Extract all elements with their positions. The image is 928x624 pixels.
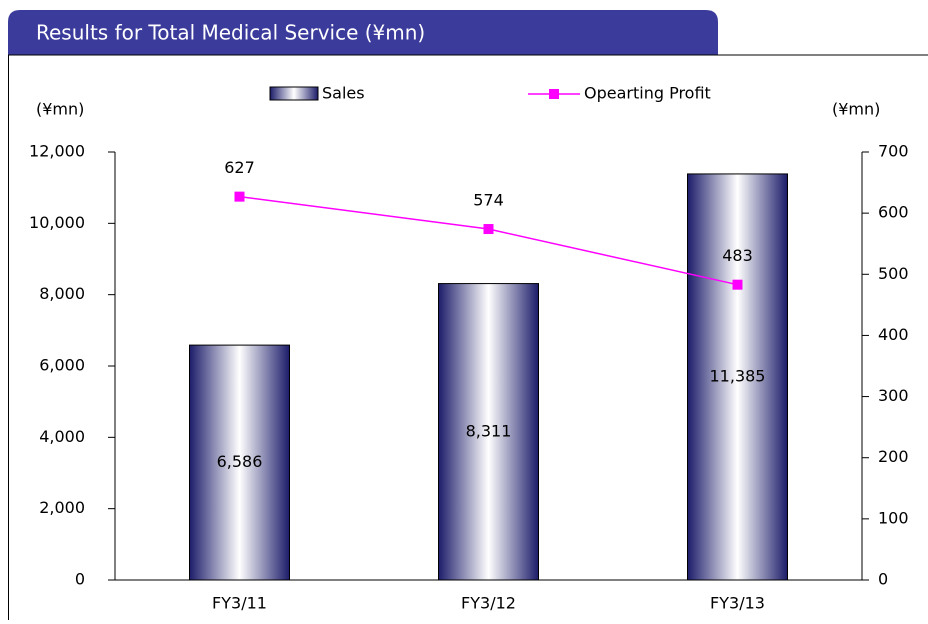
y-tick-label: 10,000 [29,213,85,232]
profit-marker [483,224,494,235]
x-tick-label: FY3/12 [461,594,516,613]
legend-label: Sales [322,84,365,103]
y2-tick-label: 700 [878,142,909,161]
y2-tick-label: 0 [878,570,888,589]
title-tab [8,10,718,55]
bar-value-label: 8,311 [466,421,512,440]
y2-tick-label: 400 [878,325,909,344]
x-tick-label: FY3/13 [710,594,765,613]
bar-value-label: 11,385 [710,366,766,385]
y2-tick-label: 100 [878,508,909,527]
bar [438,283,539,581]
y-tick-label: 4,000 [39,427,85,446]
bar [687,173,788,581]
y-tick-label: 2,000 [39,498,85,517]
bar [189,344,290,581]
legend-label: Opearting Profit [584,84,711,103]
y2-tick-label: 200 [878,447,909,466]
line-value-label: 483 [722,246,753,265]
y-tick-label: 12,000 [29,142,85,161]
bar-value-label: 6,586 [217,452,263,471]
y-tick-label: 0 [75,570,85,589]
x-tick-label: FY3/11 [212,594,267,613]
profit-marker [732,279,743,290]
legend-marker [549,89,559,99]
y-tick-label: 6,000 [39,356,85,375]
legend-swatch [269,86,319,101]
y2-tick-label: 300 [878,386,909,405]
y2-tick-label: 600 [878,203,909,222]
y-tick-label: 8,000 [39,284,85,303]
line-value-label: 627 [224,158,255,177]
profit-line [239,195,738,286]
line-value-label: 574 [473,191,504,210]
chart-title: Results for Total Medical Service (¥mn) [36,21,425,45]
y2-axis-label: (¥mn) [832,100,880,119]
y-axis-label: (¥mn) [36,100,84,119]
profit-marker [234,191,245,202]
y2-tick-label: 500 [878,264,909,283]
